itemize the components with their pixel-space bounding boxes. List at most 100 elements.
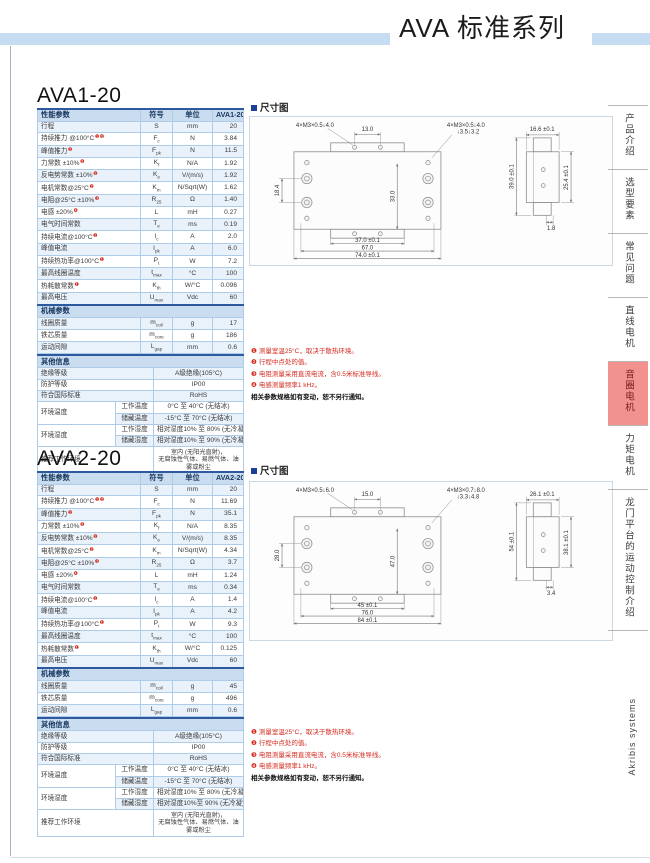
spec-row: 峰值推力❷ Fpk N 35.1 bbox=[37, 507, 244, 521]
param-unit: N bbox=[172, 144, 213, 158]
svg-text:↓3.3↓4.8: ↓3.3↓4.8 bbox=[457, 494, 480, 500]
front-view: 15.0 4×M3×0.5↓6.0 4×M3×0.7↓8.0↓3.3↓4.8 2… bbox=[275, 488, 486, 626]
svg-text:37.0 ±0.1: 37.0 ±0.1 bbox=[355, 238, 380, 244]
param-unit: W bbox=[172, 254, 213, 269]
param-unit: mm bbox=[172, 341, 213, 355]
footnote-2: ❷ 行程中点处的值。 bbox=[251, 738, 571, 749]
footnote-marker: ❸ bbox=[94, 558, 100, 565]
param-unit: A bbox=[172, 230, 213, 244]
tab-linear-motors-label: 直线电机 bbox=[623, 305, 634, 349]
footnote-text: 电阻测量采用直流电流，含0.5米标准导线。 bbox=[258, 751, 385, 759]
footnote-marker: ❷ bbox=[93, 171, 98, 178]
blue-square-icon bbox=[251, 105, 257, 111]
col-model: AVA2-20 bbox=[212, 471, 244, 485]
info-value: A级绝缘(105°C) bbox=[153, 730, 244, 743]
param-unit: mH bbox=[172, 205, 213, 220]
svg-text:25.4 ±0.1: 25.4 ±0.1 bbox=[564, 165, 570, 190]
svg-text:33.0: 33.0 bbox=[391, 190, 397, 202]
info-value: 0°C 至 40°C (无结冰) bbox=[153, 764, 244, 777]
footnote-marker: ❶ bbox=[251, 347, 257, 355]
dimension-figure-label: 尺寸图 bbox=[251, 463, 289, 477]
info-sublabel: 储藏温度 bbox=[115, 412, 154, 425]
footnote-text: 行程中点处的值。 bbox=[258, 359, 311, 367]
param-symbol: Ic bbox=[140, 230, 173, 244]
spec-row: 反电势常数 ±10%❷ Ke V/(m/s) 1.92 bbox=[37, 169, 244, 183]
tab-gantry-motion-control[interactable]: 龙门平台的运动控制介绍 bbox=[608, 489, 648, 630]
info-row: 环境温度 工作温度 0°C 至 40°C (无结冰) bbox=[37, 401, 244, 425]
info-value: 室内 (无阳光直射)， 无腐蚀性气体、易燃气体、油雾或粉尘 bbox=[153, 809, 244, 838]
footnote-marker: ❷ bbox=[89, 183, 94, 190]
tab-linear-motors[interactable]: 直线电机 bbox=[608, 297, 648, 361]
info-row: 储藏湿度 相对湿度10%至 90% (无冷凝) bbox=[38, 798, 244, 811]
info-row: 防护等级 IP00 bbox=[37, 378, 244, 392]
footnote-marker: ❶ bbox=[94, 497, 100, 504]
info-value: 相对湿度10% 至 80% (无冷凝) bbox=[153, 423, 244, 437]
footnote-text: 行程中点处的值。 bbox=[258, 740, 311, 748]
param-label: 最高线圈温度 bbox=[37, 630, 141, 644]
footnote-marker: ❷ bbox=[79, 159, 85, 166]
tab-product-intro[interactable]: 产品介绍 bbox=[608, 105, 648, 169]
param-value: 2.0 bbox=[212, 230, 244, 244]
param-symbol: Km bbox=[140, 181, 173, 195]
spec-row: 峰值电流 Ipk A 6.0 bbox=[37, 242, 244, 256]
spec-row: 电机常数@25°C❷ Km N/Sqrt(W) 4.34 bbox=[37, 544, 244, 558]
tab-torque-motors[interactable]: 力矩电机 bbox=[608, 425, 648, 489]
param-label: 持续热功率@100°C❶ bbox=[37, 617, 141, 632]
svg-text:18.4: 18.4 bbox=[275, 184, 281, 196]
info-sublabel: 工作温度 bbox=[115, 764, 154, 777]
footnote-marker: ❷ bbox=[93, 534, 98, 541]
param-label: 运动间隙 bbox=[37, 341, 141, 355]
param-value: 0.096 bbox=[212, 279, 244, 293]
param-unit: mm bbox=[172, 704, 213, 718]
info-label: 防护等级 bbox=[37, 378, 154, 392]
dimension-figure-label: 尺寸图 bbox=[251, 100, 289, 114]
param-symbol: Ke bbox=[140, 532, 173, 546]
section-header: 机械参数 bbox=[37, 303, 244, 318]
footnote-2: ❷ 行程中点处的值。 bbox=[251, 357, 571, 368]
footnote-marker: ❸ bbox=[251, 750, 257, 759]
param-label: 热耗散常数❶ bbox=[37, 279, 141, 293]
col-param: 性能参数 bbox=[37, 108, 141, 122]
info-value: RoHS bbox=[153, 390, 244, 403]
tab-selection-factors[interactable]: 选型要素 bbox=[608, 169, 648, 233]
sidebar-nav: 产品介绍 选型要素 常见问题直线电机音圈电机 力矩电机 龙门平台的运动控制介绍 bbox=[608, 105, 648, 631]
dim-label-text: 尺寸图 bbox=[260, 103, 289, 114]
param-unit: W/°C bbox=[172, 642, 213, 656]
svg-text:4×M3×0.5↓4.0: 4×M3×0.5↓4.0 bbox=[447, 123, 486, 129]
info-sublabel: 储藏湿度 bbox=[115, 435, 154, 448]
svg-text:74.0 ±0.1: 74.0 ±0.1 bbox=[355, 253, 380, 259]
spec-row: 持续推力 @100°C❶❷ Fc N 3.84 bbox=[37, 132, 244, 146]
spec-row: 峰值电流 Ipk A 4.2 bbox=[37, 605, 244, 619]
param-value: 4.2 bbox=[212, 605, 244, 619]
info-label: 绝缘等级 bbox=[37, 367, 154, 380]
param-value: 0.27 bbox=[212, 205, 244, 220]
param-symbol: L bbox=[140, 568, 173, 583]
param-symbol: Kth bbox=[140, 279, 173, 293]
dimension-figure-svg: 15.0 4×M3×0.5↓6.0 4×M3×0.7↓8.0↓3.3↓4.8 2… bbox=[275, 488, 575, 626]
footnote-marker: ❷ bbox=[99, 497, 105, 504]
spec-row: 最高线圈温度 tmax °C 100 bbox=[37, 267, 244, 281]
tab-faq[interactable]: 常见问题 bbox=[608, 233, 648, 297]
col-param: 性能参数 bbox=[37, 471, 141, 485]
footnote-text: 电阻测量采用直流电流，含0.5米标准导线。 bbox=[258, 370, 385, 378]
param-label: 电感 ±20%❹ bbox=[37, 568, 141, 583]
spec-row: 铁芯质量 mcore g 186 bbox=[37, 329, 244, 343]
info-row: 符合国际标准 RoHS bbox=[37, 390, 244, 403]
param-value: 8.35 bbox=[212, 519, 244, 534]
col-model: AVA1-20 bbox=[212, 108, 244, 122]
spec-row: 运动间隙 Lgap mm 0.6 bbox=[37, 341, 244, 355]
info-label: 防护等级 bbox=[37, 741, 154, 755]
param-label: 反电势常数 ±10%❷ bbox=[37, 169, 141, 183]
tab-voice-coil-motors[interactable]: 音圈电机 bbox=[608, 361, 648, 425]
info-row: 环境温度 工作温度 0°C 至 40°C (无结冰) bbox=[37, 764, 244, 788]
param-unit: g bbox=[172, 679, 213, 694]
spec-row: 电气时间常数 Te ms 0.34 bbox=[37, 581, 244, 595]
param-symbol: S bbox=[140, 484, 173, 497]
col-symbol: 符号 bbox=[140, 471, 173, 485]
dimension-drawing: 13.0 4×M3×0.5↓4.0 4×M3×0.5↓4.0 ↓3.5↓3.2 1… bbox=[249, 116, 613, 266]
info-sublabel: 工作温度 bbox=[115, 401, 154, 414]
dimension-drawing: 15.0 4×M3×0.5↓6.0 4×M3×0.7↓8.0 ↓3.3↓4.8 2… bbox=[249, 481, 613, 641]
info-value: 相对湿度10% 至 90% (无冷凝) bbox=[153, 435, 244, 448]
